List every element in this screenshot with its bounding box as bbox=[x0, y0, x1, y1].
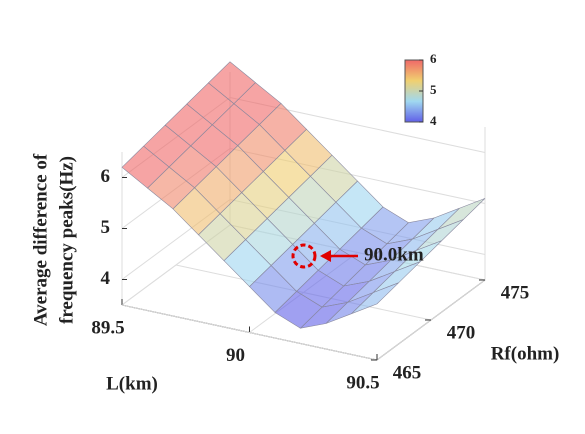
grid-line bbox=[121, 304, 378, 361]
z-tick-label: 6 bbox=[101, 166, 111, 187]
annotation-arrowhead bbox=[320, 250, 331, 262]
x-tick-label: 90 bbox=[226, 345, 245, 366]
surface-patch bbox=[351, 282, 399, 314]
y-tick-label: 475 bbox=[501, 282, 530, 303]
y-axis-label: Rf(ohm) bbox=[491, 343, 560, 364]
z-axis-label: frequency peaks(Hz) bbox=[56, 156, 77, 324]
annotation: 90.0km bbox=[364, 244, 424, 265]
x-tick-label: 89.5 bbox=[91, 317, 124, 338]
x-tick-label: 90.5 bbox=[346, 372, 379, 393]
z-axis-label: Average difference of bbox=[30, 153, 51, 326]
z-tick-label: 5 bbox=[101, 217, 111, 238]
x-axis-label: L(km) bbox=[106, 373, 158, 394]
colorbar-tick-label: 5 bbox=[430, 82, 437, 97]
surface bbox=[121, 61, 486, 329]
z-tick-label: 4 bbox=[101, 268, 111, 289]
y-tick-label: 465 bbox=[393, 362, 422, 383]
colorbar-tick-label: 6 bbox=[430, 51, 437, 66]
colorbar-tick-label: 4 bbox=[430, 113, 437, 128]
annotation-circle bbox=[291, 243, 317, 269]
y-tick-label: 470 bbox=[447, 322, 476, 343]
